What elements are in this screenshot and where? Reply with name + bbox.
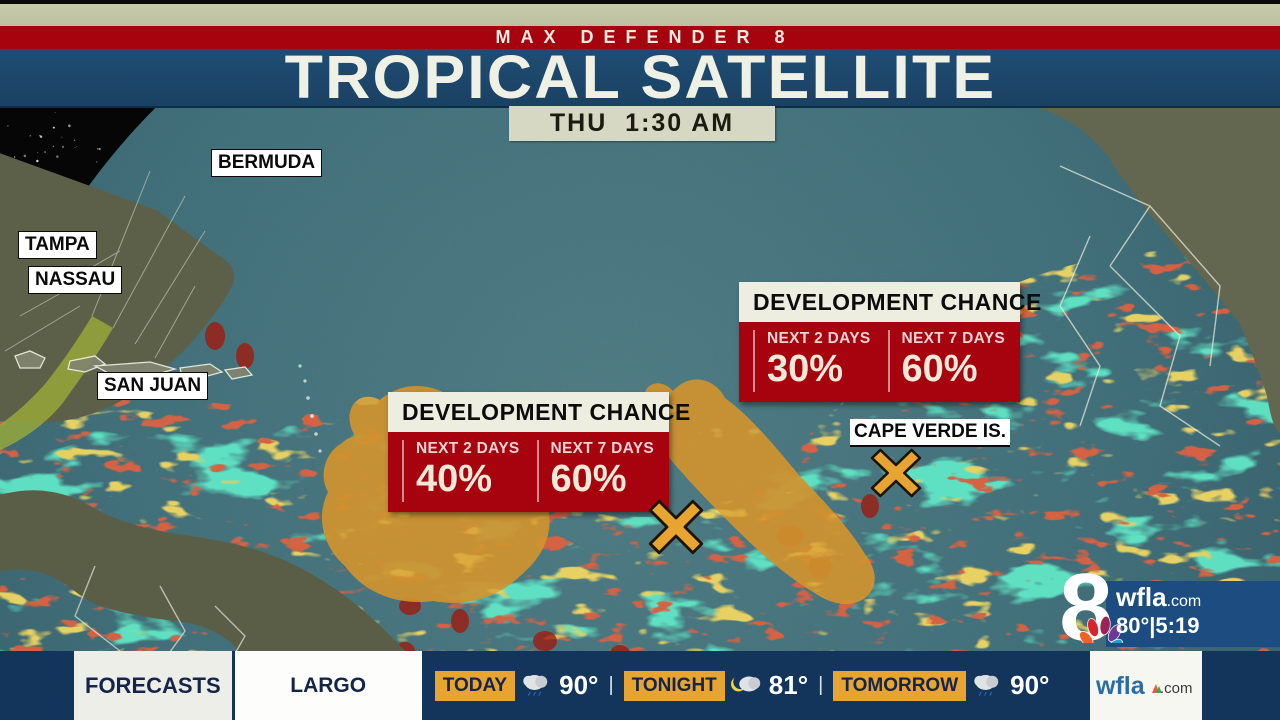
svg-text:wfla: wfla xyxy=(1096,672,1146,700)
svg-text:.com: .com xyxy=(1160,680,1193,697)
